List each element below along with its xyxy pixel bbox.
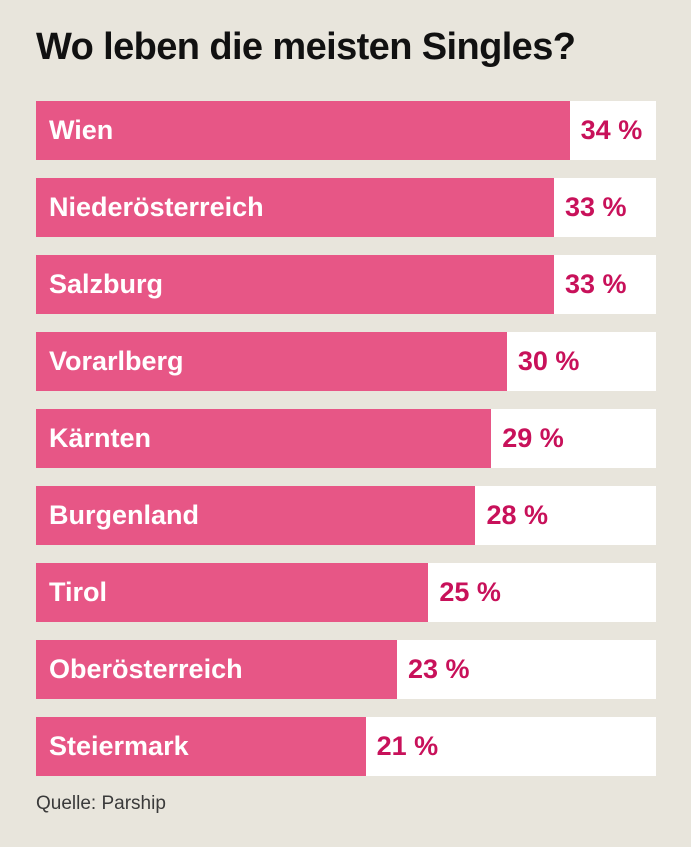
bar: [36, 178, 554, 237]
chart-title: Wo leben die meisten Singles?: [36, 26, 576, 68]
value-label: 30 %: [517, 346, 580, 376]
value-label: 33 %: [564, 269, 627, 299]
bar: [36, 563, 429, 622]
value-label: 34 %: [580, 115, 643, 145]
category-label: Kärnten: [49, 423, 152, 453]
bar-row: Tirol 25 %: [36, 563, 656, 622]
category-label: Wien: [49, 115, 114, 145]
value-label: 25 %: [439, 577, 501, 607]
bar-row: Burgenland 28 %: [36, 486, 656, 545]
value-label: 28 %: [486, 500, 549, 530]
bar-row: Niederösterreich 33 %: [36, 178, 656, 237]
bar-row: Kärnten 29 %: [36, 409, 656, 468]
category-label: Oberösterreich: [49, 654, 243, 684]
bar: [36, 717, 366, 776]
bar-row: Steiermark 21 %: [36, 717, 656, 776]
category-label: Niederösterreich: [49, 192, 264, 222]
category-label: Tirol: [49, 577, 108, 607]
value-label: 29 %: [502, 423, 564, 453]
bar: [36, 409, 492, 468]
bar: [36, 640, 397, 699]
bar: [36, 486, 476, 545]
source-note: Quelle: Parship: [36, 793, 166, 814]
bar-row: Oberösterreich 23 %: [36, 640, 656, 699]
value-label: 33 %: [564, 192, 627, 222]
category-label: Steiermark: [49, 731, 189, 761]
bar-row: Salzburg 33 %: [36, 255, 656, 314]
bar: [36, 255, 554, 314]
value-label: 21 %: [376, 731, 439, 761]
bar-row: Wien 34 %: [36, 101, 656, 160]
value-label: 23 %: [408, 654, 470, 684]
bar-chart: Wien 34 % Niederösterreich 33 % Salzburg 33 %…: [36, 101, 656, 794]
category-label: Vorarlberg: [49, 346, 184, 376]
bar-row: Vorarlberg 30 %: [36, 332, 656, 391]
bar: [36, 332, 507, 391]
bar: [36, 101, 570, 160]
category-label: Salzburg: [49, 269, 164, 299]
category-label: Burgenland: [49, 500, 200, 530]
